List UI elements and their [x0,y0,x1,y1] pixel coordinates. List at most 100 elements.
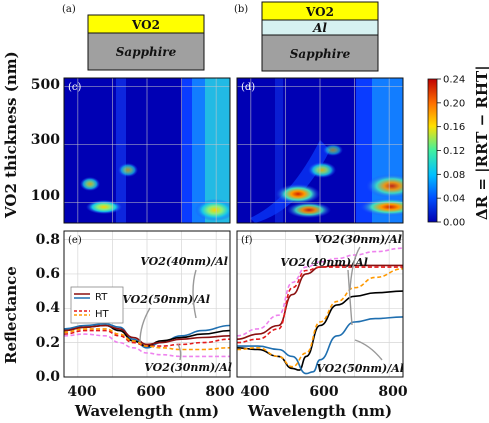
y-tick-label: 0.8 [36,232,60,248]
series-line-f-4 [237,268,403,368]
panel-a: (a) VO2 Sapphire [62,4,205,71]
heatmap-blob [276,184,320,204]
y-tick-label: 100 [31,188,60,204]
heatmap-d-frame [236,77,404,224]
x-tick-label: 600 [136,384,165,400]
annotation: VO2(50nm)/Al [122,293,210,306]
panel-d: (d) [236,77,404,224]
annotation: VO2(40nm)/Al [140,255,228,268]
colorbar-tick-label: 0.08 [443,170,465,181]
colorbar-tick-label: 0.16 [443,122,465,133]
annotation-arrow [177,343,182,361]
x-axis-title: Wavelength (nm) [74,402,219,420]
sapphire-label: Sapphire [116,45,177,59]
annotation: VO2(30nm)/Al [314,233,402,246]
colorbar-ticks: 0.00 0.04 0.08 0.12 0.16 0.20 0.24 [437,75,465,229]
y-tick-label: 0.4 [36,300,61,316]
al-layer-label: Al [312,21,327,35]
annotation-arrow [347,269,353,326]
plot-e-frame [63,230,231,378]
legend-rt-label: RT [95,292,108,303]
legend: RT HT [70,286,124,324]
heatmap-ridge [250,140,330,223]
legend-box [70,286,124,324]
heatmap-c-frame [63,77,231,224]
heatmap-y-axis: 500 300 100 VO2 thickness (nm) [2,51,60,219]
series-line-f-1 [237,290,403,371]
panel-e: (e) RT HT VO2(40nm)/Al VO2(50nm)/Al VO2(… [63,230,232,378]
x-axis-title: Wavelength (nm) [247,402,392,420]
panel-f: (f) VO2(30nm)/Al VO2(40nm)/Al VO2(50nm)/… [236,230,404,378]
series-line-e-4 [64,328,230,351]
x-tick-label: 800 [378,384,407,400]
x-tick-label: 600 [309,384,338,400]
heatmap-c-features [80,78,230,223]
sapphire-label: Sapphire [290,47,351,61]
series-line-e-5 [64,333,230,358]
series-line-f-5 [237,247,403,337]
panel-a-label: (a) [62,4,76,15]
panel-f-label: (f) [241,235,253,246]
y-tick-label: 0.0 [36,369,61,385]
line-y-axis: 0.0 0.2 0.4 0.6 0.8 Reflectance [2,232,60,385]
series-line-f-2 [237,316,403,375]
colorbar-tick-label: 0.20 [443,98,465,109]
vo2-layer-label: VO2 [305,5,334,19]
line-x-axis-f: 400 600 800 Wavelength (nm) [240,384,407,420]
annotation: VO2(30nm)/Al [144,361,232,374]
vo2-layer-label: VO2 [131,18,160,32]
heatmap-blob [118,163,138,177]
panel-c-label: (c) [68,82,82,93]
heatmap-blob [287,202,331,218]
y-tick-label: 0.2 [36,335,60,351]
annotation-arrow [349,246,361,291]
plot-f-frame [236,230,404,378]
x-tick-label: 400 [240,384,269,400]
heatmap-blob [323,144,343,156]
heatmap-band [275,78,283,223]
y-tick-label: 300 [31,132,60,148]
line-y-axis-title: Reflectance [2,266,20,364]
heatmap-d-features [250,78,403,223]
y-tick-label: 500 [31,77,60,93]
annotation-arrow [354,339,383,361]
heatmap-blob [86,200,122,214]
heatmap-band [116,78,126,223]
sapphire-substrate [87,32,205,71]
series-line-f-3 [237,266,403,344]
heatmap-band [205,78,230,223]
colorbar-tick-label: 0.00 [443,218,465,229]
heatmap-blob [308,162,336,178]
annotation-arrow [139,307,151,343]
heatmap-blob [360,198,403,216]
line-x-axis-e: 400 600 800 Wavelength (nm) [67,384,234,420]
colorbar-tick-label: 0.24 [443,75,465,86]
annotation: VO2(40nm)/Al [280,256,368,269]
heatmap-y-axis-title: VO2 thickness (nm) [2,51,20,219]
sapphire-substrate [261,34,379,72]
colorbar-tick-label: 0.12 [443,146,465,157]
heatmap-c-grid [64,78,230,223]
colorbar-strip [427,78,438,223]
annotation-arrow [192,269,197,319]
legend-ht-label: HT [95,309,110,320]
heatmap-blob [80,177,100,191]
colorbar-tick-label: 0.04 [443,194,465,205]
panel-c: (c) [63,77,231,224]
plot-f-series [237,247,403,375]
panel-e-label: (e) [68,235,82,246]
x-tick-label: 400 [67,384,96,400]
heatmap-d-grid [237,78,403,223]
panel-d-label: (d) [241,82,255,93]
series-line-f-0 [237,264,403,340]
annotation: VO2(50nm)/Al [316,362,404,375]
heatmap-blob [366,174,403,198]
plot-f-grid [237,231,403,378]
colorbar: 0.00 0.04 0.08 0.12 0.16 0.20 0.24 ΔR = |RRT −… [427,65,489,229]
x-tick-label: 800 [205,384,234,400]
y-tick-label: 0.6 [36,266,60,282]
panel-b: (b) VO2 Al Sapphire [234,1,379,72]
panel-b-label: (b) [234,4,248,15]
heatmap-blob [195,199,230,221]
